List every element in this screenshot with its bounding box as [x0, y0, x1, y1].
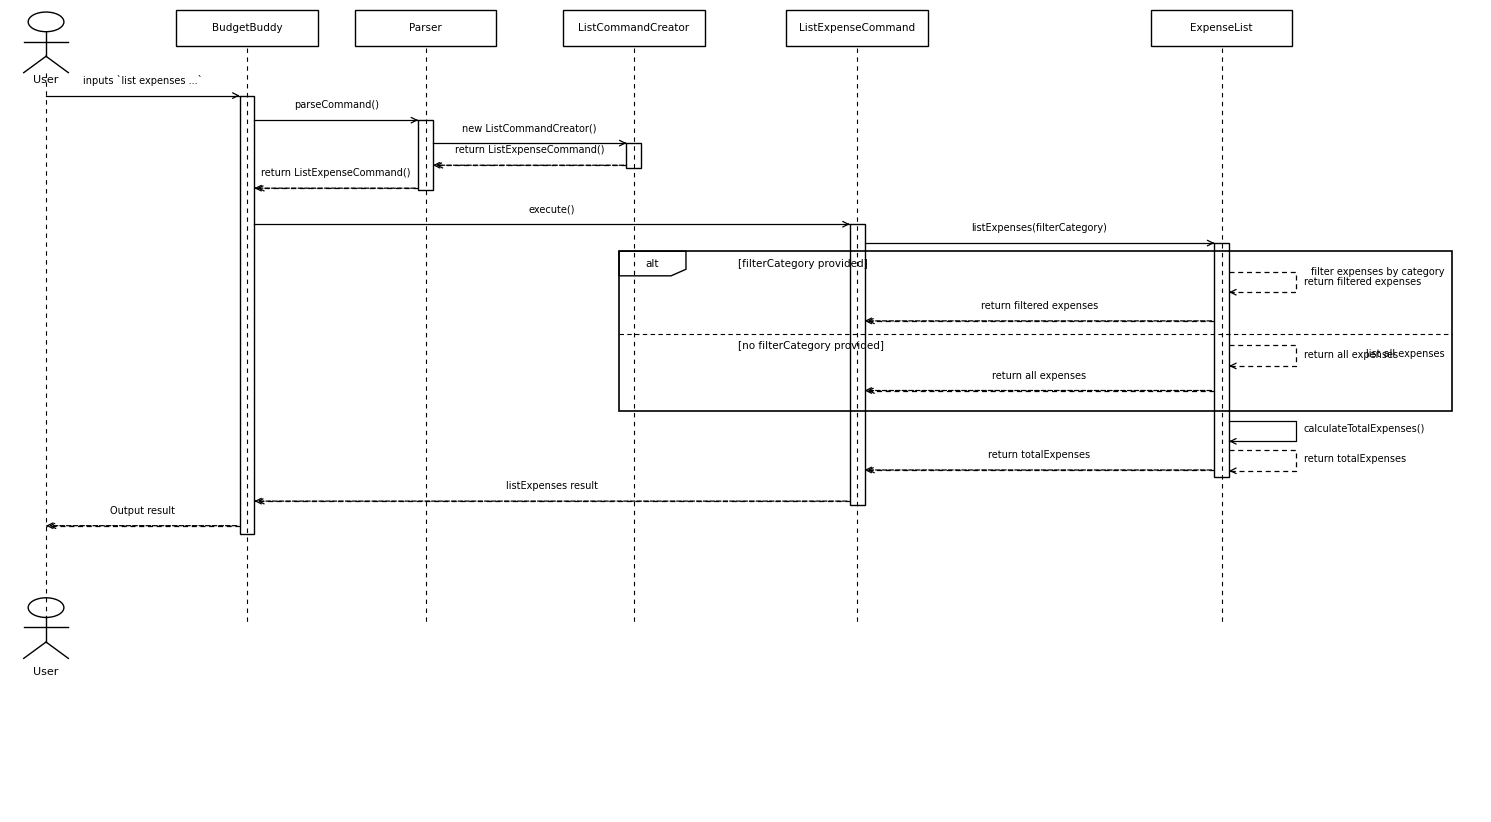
Text: listExpenses result: listExpenses result: [505, 482, 598, 492]
FancyBboxPatch shape: [564, 10, 705, 47]
Text: [filterCategory provided]: [filterCategory provided]: [738, 259, 868, 269]
Text: list all expenses: list all expenses: [1366, 349, 1445, 359]
Text: [no filterCategory provided]: [no filterCategory provided]: [738, 341, 884, 351]
Text: return ListExpenseCommand(): return ListExpenseCommand(): [455, 145, 604, 155]
FancyBboxPatch shape: [1214, 243, 1229, 477]
FancyBboxPatch shape: [1151, 10, 1293, 47]
FancyBboxPatch shape: [240, 95, 255, 533]
Text: Parser: Parser: [409, 23, 441, 33]
Text: User: User: [33, 75, 58, 85]
Text: BudgetBuddy: BudgetBuddy: [212, 23, 282, 33]
Text: return all expenses: return all expenses: [1303, 350, 1397, 360]
FancyBboxPatch shape: [626, 143, 641, 168]
FancyBboxPatch shape: [355, 10, 497, 47]
Text: ListExpenseCommand: ListExpenseCommand: [799, 23, 915, 33]
Text: Output result: Output result: [110, 506, 176, 516]
Text: ExpenseList: ExpenseList: [1190, 23, 1252, 33]
FancyBboxPatch shape: [786, 10, 927, 47]
FancyBboxPatch shape: [176, 10, 318, 47]
Text: ListCommandCreator: ListCommandCreator: [579, 23, 689, 33]
Text: alt: alt: [646, 259, 659, 269]
FancyBboxPatch shape: [850, 224, 865, 506]
Text: new ListCommandCreator(): new ListCommandCreator(): [462, 123, 596, 133]
Text: calculateTotalExpenses(): calculateTotalExpenses(): [1303, 424, 1425, 434]
Text: return all expenses: return all expenses: [993, 371, 1087, 381]
Text: parseCommand(): parseCommand(): [294, 100, 379, 110]
Text: filter expenses by category: filter expenses by category: [1312, 266, 1445, 277]
Text: listExpenses(filterCategory): listExpenses(filterCategory): [972, 224, 1108, 233]
Text: execute(): execute(): [529, 205, 576, 215]
Text: return filtered expenses: return filtered expenses: [981, 301, 1097, 311]
FancyBboxPatch shape: [417, 120, 432, 190]
Text: inputs `list expenses ...`: inputs `list expenses ...`: [83, 75, 203, 85]
Text: return ListExpenseCommand(): return ListExpenseCommand(): [261, 169, 412, 178]
Text: return totalExpenses: return totalExpenses: [989, 450, 1090, 460]
Text: return filtered expenses: return filtered expenses: [1303, 276, 1421, 287]
Text: return totalExpenses: return totalExpenses: [1303, 454, 1406, 464]
Text: User: User: [33, 667, 58, 677]
